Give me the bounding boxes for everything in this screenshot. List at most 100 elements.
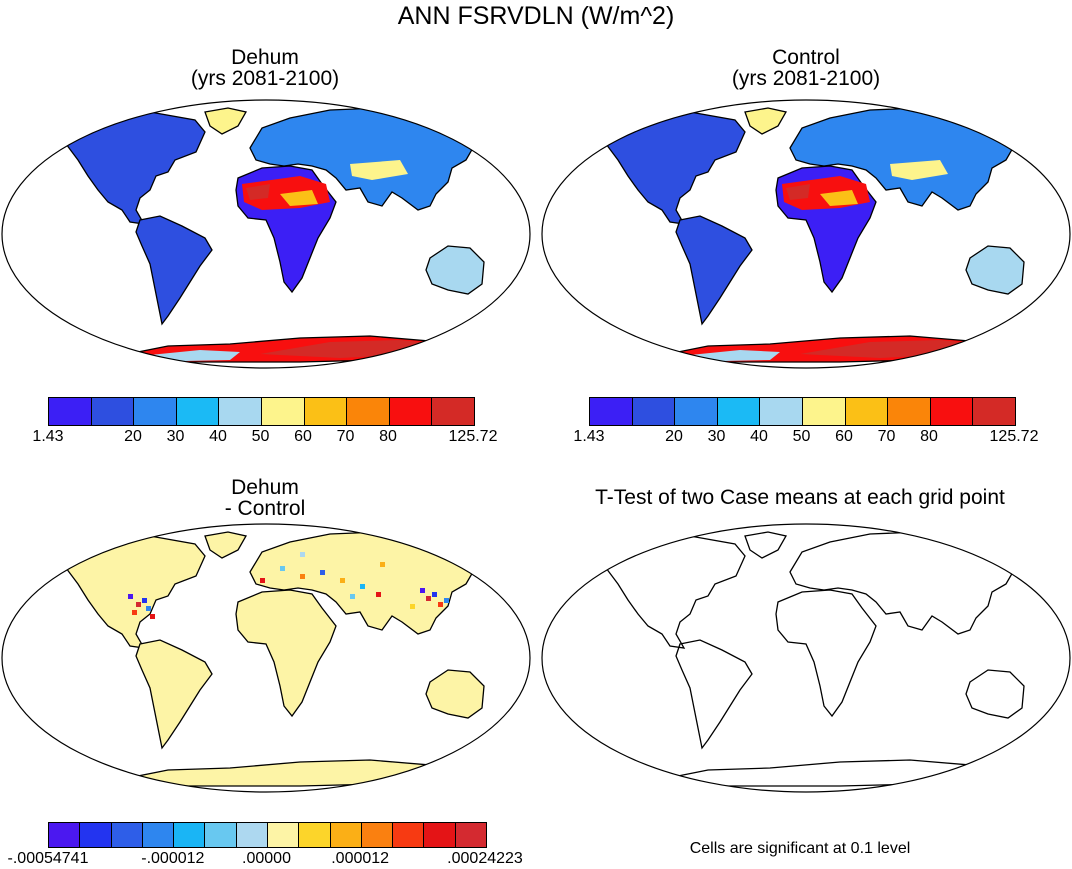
colorbar-box — [361, 823, 394, 847]
colorbar-box — [134, 398, 177, 425]
colorbar-tick-label: 50 — [792, 428, 811, 445]
difference-cell — [410, 604, 415, 609]
difference-cell — [146, 606, 151, 611]
colorbar-box — [111, 823, 143, 847]
colorbar-box — [49, 398, 92, 425]
colorbar-tick-label: -.000012 — [141, 850, 205, 867]
colorbar-box — [845, 398, 889, 425]
panel-title-dehum-line1: Dehum — [231, 46, 299, 69]
landmass-greenland — [744, 107, 788, 135]
colorbar-box — [389, 398, 433, 425]
landmass-south-america — [675, 215, 753, 326]
panel-title-diff: Dehum - Control — [165, 477, 365, 519]
landmass-eurasia — [789, 531, 1039, 635]
colorbar-box — [80, 823, 112, 847]
colorbar-control — [589, 397, 1016, 426]
sahara-mid-region — [280, 190, 318, 206]
difference-cell — [438, 602, 443, 607]
colorbar-tick-label: 1.43 — [32, 428, 64, 445]
panel-title-control-line2: (yrs 2081-2100) — [731, 67, 881, 90]
difference-cell — [350, 594, 355, 599]
landmass-south-america — [135, 639, 213, 750]
map-diff — [1, 523, 531, 793]
colorbar-box — [174, 823, 206, 847]
map-border — [541, 523, 1071, 793]
panel-title-dehum: Dehum (yrs 2081-2100) — [165, 47, 365, 89]
colorbar-box — [760, 398, 803, 425]
colorbar-box — [717, 398, 761, 425]
difference-cell — [340, 578, 345, 583]
landmass-north-america — [599, 535, 746, 649]
panel-title-control: Control (yrs 2081-2100) — [706, 47, 906, 89]
colorbar-box — [675, 398, 718, 425]
colorbar-box — [176, 398, 220, 425]
map-control — [541, 99, 1071, 369]
difference-cell — [300, 552, 305, 557]
difference-cell — [444, 598, 449, 603]
ttest-significance-note: Cells are significant at 0.1 level — [689, 840, 911, 857]
colorbar-tick-label: 20 — [665, 428, 683, 445]
difference-cell — [132, 610, 137, 615]
difference-cell — [380, 562, 385, 567]
central-asia-region — [350, 160, 408, 180]
colorbar-tick-label: .00024223 — [447, 850, 523, 867]
colorbar-tick-label: 70 — [336, 428, 355, 445]
panel-title-dehum-line2: (yrs 2081-2100) — [190, 67, 340, 90]
colorbar-box — [142, 823, 175, 847]
colorbar-dehum — [48, 397, 475, 426]
landmass-africa — [775, 589, 877, 718]
colorbar-box — [236, 823, 268, 847]
colorbar-box — [347, 398, 390, 425]
map-border — [541, 99, 1071, 369]
landmass-greenland — [204, 531, 248, 559]
colorbar-box — [393, 823, 425, 847]
colorbar-box — [802, 398, 846, 425]
landmass-north-america — [599, 111, 746, 225]
colorbar-box — [304, 398, 348, 425]
map-layer — [599, 531, 1039, 787]
colorbar-box — [632, 398, 676, 425]
colorbar-tick-label: 70 — [877, 428, 896, 445]
colorbar-tick-label: 60 — [294, 428, 312, 445]
colorbar-box — [205, 823, 237, 847]
colorbar-tick-label: 60 — [835, 428, 853, 445]
difference-cell — [432, 592, 437, 597]
difference-cell — [420, 588, 425, 593]
colorbar-tick-label: 80 — [379, 428, 397, 445]
colorbar-box — [930, 398, 974, 425]
difference-cell — [150, 614, 155, 619]
map-layer — [599, 107, 1039, 363]
colorbar-tick-label: 40 — [750, 428, 768, 445]
panel-title-diff-line2: - Control — [224, 497, 306, 520]
colorbar-tick-label: 125.72 — [989, 428, 1039, 445]
map-border — [1, 523, 531, 793]
colorbar-box — [432, 398, 474, 425]
colorbar-tick-label: 80 — [920, 428, 938, 445]
landmass-australia — [425, 669, 485, 719]
difference-cell — [426, 596, 431, 601]
colorbar-tick-label: 1.43 — [573, 428, 605, 445]
panel-title-diff-line1: Dehum — [231, 476, 299, 499]
colorbar-box — [330, 823, 362, 847]
map-dehum — [1, 99, 531, 369]
landmass-north-america — [59, 535, 206, 649]
colorbar-box — [973, 398, 1015, 425]
difference-cell — [280, 566, 285, 571]
sahara-mid-region — [820, 190, 858, 206]
colorbar-box — [888, 398, 931, 425]
colorbar-tick-label: .00000 — [242, 850, 291, 867]
map-ttest — [541, 523, 1071, 793]
colorbar-box — [299, 823, 331, 847]
map-layer — [59, 531, 499, 787]
map-border — [1, 99, 531, 369]
colorbar-tick-label: 30 — [707, 428, 726, 445]
difference-cell — [128, 594, 133, 599]
landmass-australia — [965, 245, 1025, 295]
colorbar-tick-label: 30 — [166, 428, 185, 445]
colorbar-tick-label: 20 — [124, 428, 142, 445]
colorbar-tick-label: -.00054741 — [7, 850, 89, 867]
landmass-south-america — [135, 215, 213, 326]
colorbar-tick-label: 40 — [209, 428, 227, 445]
colorbar-diff — [48, 822, 487, 848]
landmass-greenland — [204, 107, 248, 135]
